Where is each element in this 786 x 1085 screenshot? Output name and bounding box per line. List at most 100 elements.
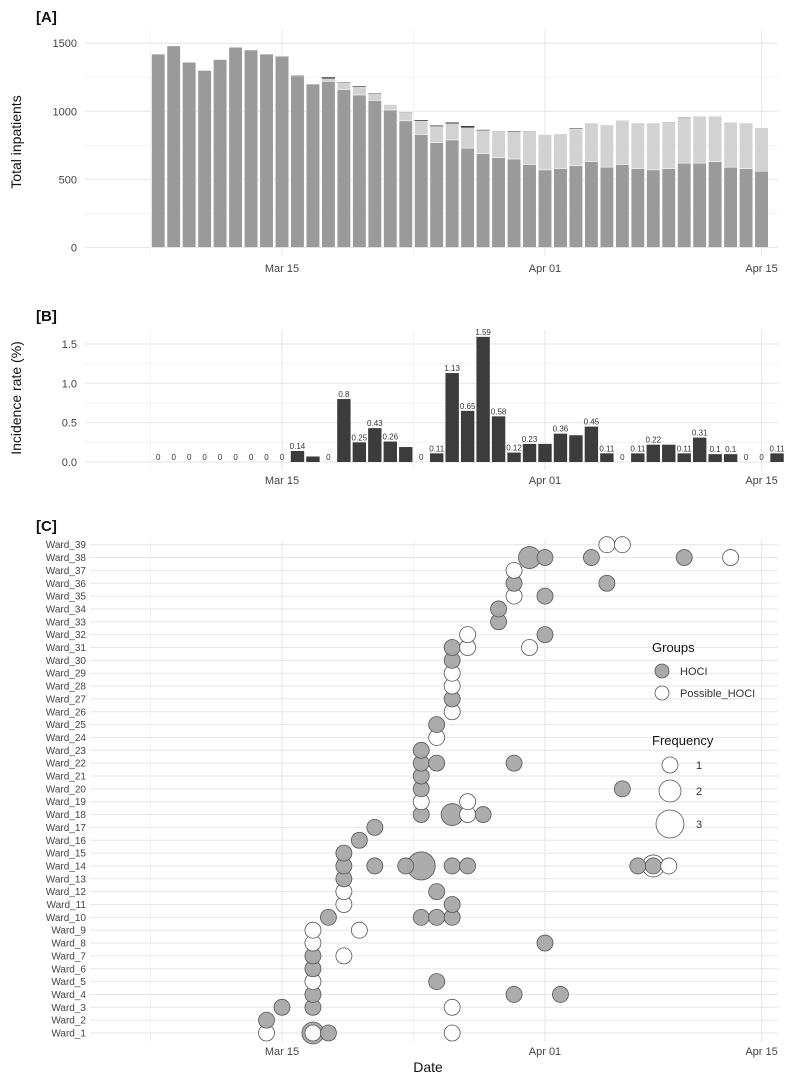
panel-a-bar-segment [538, 134, 552, 171]
legend-frequency-1-label: 1 [696, 760, 702, 772]
panel-c-ward-label: Ward_11 [47, 900, 87, 911]
panel-a-bar-segment [429, 126, 444, 143]
panel-b-bar [553, 433, 568, 462]
panel-a-bar-segment [398, 120, 413, 248]
panel-c-point [350, 831, 368, 849]
panel-c-point [428, 973, 446, 990]
panel-a-ylabel: Total inpatients [8, 95, 24, 188]
panel-b-data-label: 0 [419, 453, 424, 462]
panel-a-bar-segment [352, 86, 367, 87]
panel-b-data-label: 0 [264, 453, 269, 462]
panel-b-data-label: 0.11 [630, 444, 646, 453]
panel-a-bar-segment [305, 83, 320, 248]
panel-b-bar [445, 373, 459, 462]
panel-a-x-tick-label: Mar 15 [265, 263, 299, 275]
panel-b-bar [399, 447, 413, 462]
panel-c-ward-label: Ward_2 [51, 1016, 86, 1027]
panel-c-point [258, 1011, 275, 1029]
panel-c-ward-label: Ward_9 [51, 926, 86, 937]
panel-a-bar-segment [723, 166, 738, 248]
panel-b-data-label: 0.26 [383, 433, 399, 442]
panel-c-ward-label: Ward_7 [51, 951, 86, 962]
panel-a-bar-segment [491, 131, 506, 158]
panel-b-bar [368, 428, 382, 462]
panel-c-point [459, 793, 477, 811]
panel-a-bar-segment [151, 53, 166, 248]
panel-b-data-label: 0.23 [522, 435, 538, 444]
panel-a-bar-segment [723, 121, 738, 168]
panel-a-bar-segment [754, 127, 769, 172]
panel-a-bar-segment [429, 142, 444, 248]
panel-a-bar-segment [507, 131, 521, 132]
panel-b-bar [290, 450, 305, 462]
panel-a-bar-segment [166, 45, 181, 248]
panel-a-bar-segment [661, 168, 676, 248]
panel-c-ward-label: Ward_10 [46, 913, 87, 924]
legend-frequency-2-key [658, 779, 682, 803]
panel-c-point [412, 741, 430, 759]
panel-a-bar-segment [476, 130, 491, 154]
panel-c-point [320, 908, 337, 926]
panel-b-bar [538, 443, 552, 462]
panel-b-y-tick-label: 0.5 [62, 418, 77, 430]
panel-c-x-ticks: Mar 15 Apr 01 Apr 15 [265, 1046, 778, 1058]
panel-a-x-tick-label: Apr 01 [529, 263, 561, 275]
panel-b-data-label: 0.11 [770, 444, 786, 453]
panel-a-bar-segment [584, 161, 599, 248]
panel-a-bar-segment [646, 123, 661, 171]
panel-a-bar-segment [630, 168, 645, 248]
panel-c-label: [C] [36, 518, 57, 535]
legend-frequency-3-key [655, 809, 685, 839]
panel-a-bar-segment [398, 112, 413, 122]
panel-c-ward-label: Ward_19 [46, 797, 87, 808]
panel-c-point [459, 626, 477, 644]
panel-a-bar-segment [553, 168, 568, 248]
panel-a-y-tick-label: 1500 [53, 38, 77, 50]
panel-a-bar-segment [228, 47, 243, 248]
panel-a-bar-segment [460, 126, 475, 128]
panel-c-point [428, 716, 446, 733]
panel-b-data-label: 0.45 [584, 418, 600, 427]
panel-b-y-tick-label: 0.0 [62, 457, 77, 469]
panel-b-data-label: 0.43 [367, 419, 383, 428]
panel-a-y-tick-label: 500 [59, 174, 77, 186]
panel-c-point [443, 896, 461, 913]
panel-b-data-label: 0 [218, 453, 223, 462]
panel-a-bar-segment [352, 94, 367, 248]
panel-a-bar-segment [568, 128, 583, 167]
panel-b-data-label: 0.12 [506, 444, 522, 453]
panel-c-legend: Groups HOCI Possible_HOCI Frequency 1 2 … [652, 640, 755, 839]
panel-c-ward-label: Ward_34 [46, 604, 87, 615]
panel-b-data-label: 0.14 [290, 442, 306, 451]
panel-c-point [583, 549, 600, 566]
panel-c-ward-scatter: [C] Ward_1 Ward_2 Ward_3 Ward_4 Ward_5 Ward_6… [36, 518, 778, 1075]
panel-b-data-label: 0 [280, 453, 285, 462]
panel-c-ward-label: Ward_15 [46, 849, 87, 860]
panel-c-ward-label: Ward_17 [46, 823, 87, 834]
panel-c-point [443, 1024, 461, 1042]
panel-b-bar [337, 399, 351, 462]
panel-a-bar-segment [414, 120, 428, 121]
panel-b-data-label: 0.36 [553, 425, 569, 434]
panel-b-bar [770, 453, 784, 462]
panel-b-data-label: 0 [759, 453, 764, 462]
panel-a-bar-segment [275, 56, 289, 248]
panel-c-ward-label: Ward_18 [46, 810, 87, 821]
legend-groups-title: Groups [652, 640, 695, 655]
panel-a-bar-segment [677, 117, 692, 164]
panel-b-data-label: 0 [187, 453, 192, 462]
panel-c-ward-label: Ward_30 [46, 656, 87, 667]
panel-a-bar-segment [646, 169, 661, 248]
panel-b-bar [631, 453, 645, 462]
panel-a-bar-segment [599, 124, 614, 168]
panel-c-point [505, 562, 523, 579]
panel-b-bar [646, 444, 660, 462]
panel-c-ward-labels: Ward_1 Ward_2 Ward_3 Ward_4 Ward_5 Ward_6 Ward… [46, 540, 87, 1039]
panel-a-bar-segment [290, 75, 305, 248]
panel-b-data-label: 0.11 [429, 444, 445, 453]
panel-a-bar-segment [367, 100, 382, 248]
panel-a-bar-segment [414, 134, 429, 248]
panel-c-point [366, 857, 384, 875]
panel-c-point [412, 908, 430, 926]
